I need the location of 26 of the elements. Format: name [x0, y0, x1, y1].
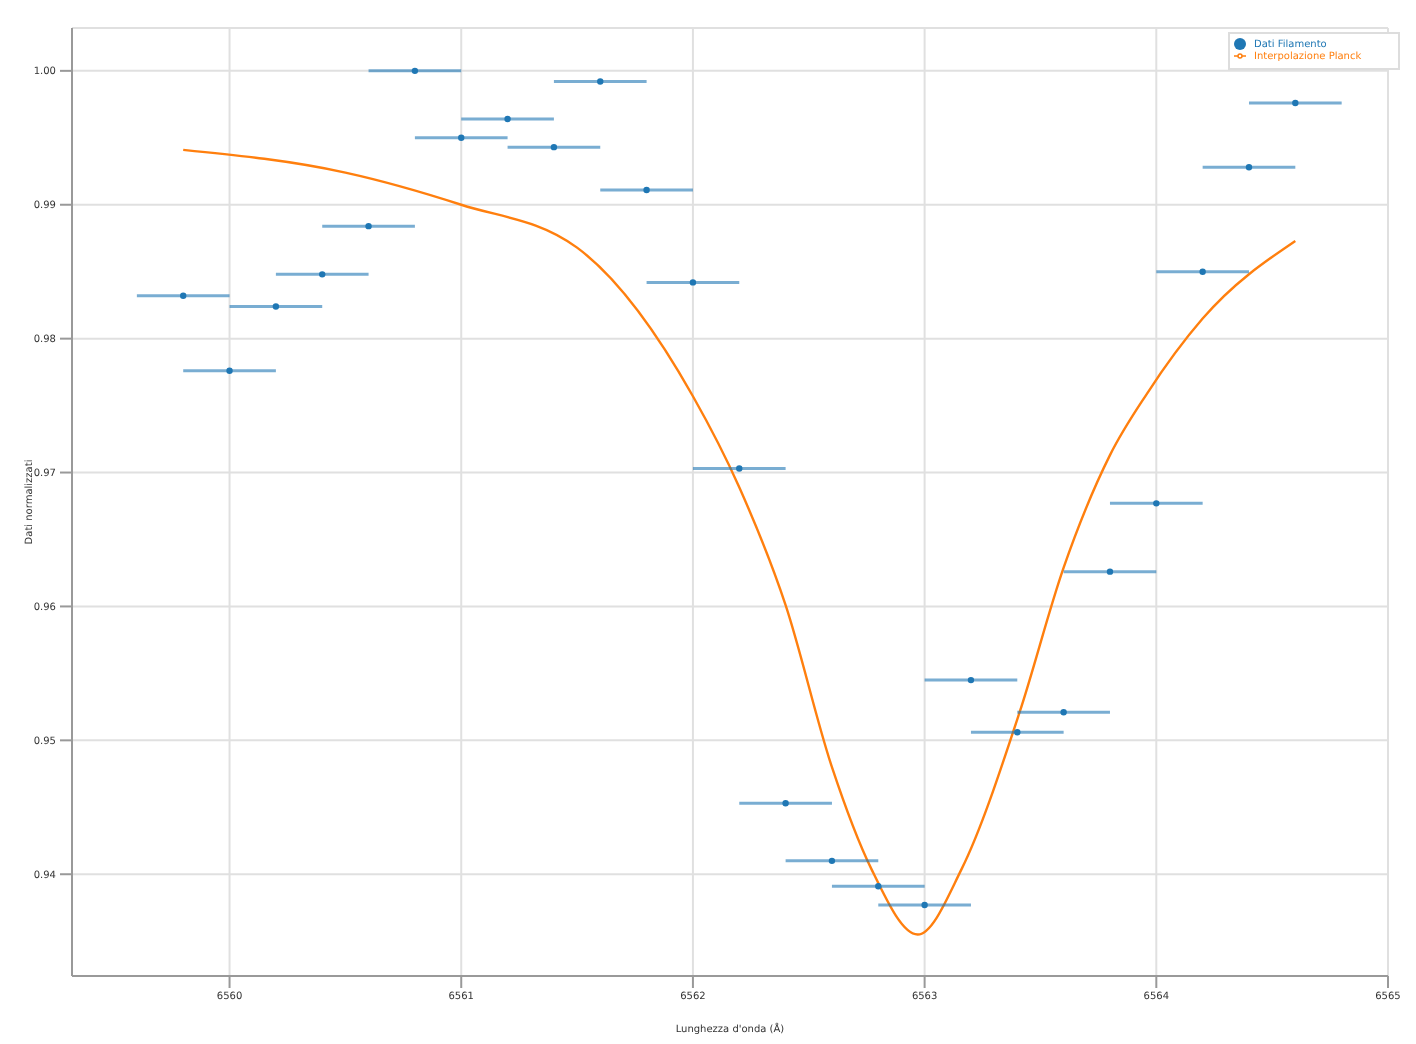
point [1292, 99, 1299, 107]
point [736, 465, 743, 472]
point [1106, 568, 1114, 575]
point [1199, 268, 1206, 275]
point [782, 800, 789, 807]
point [411, 67, 419, 75]
point [319, 271, 326, 278]
point [875, 883, 882, 890]
point [1153, 500, 1160, 507]
point [504, 115, 511, 123]
point [1245, 164, 1253, 171]
point [180, 292, 187, 299]
point [1014, 729, 1021, 736]
point [643, 186, 650, 194]
point [921, 901, 928, 909]
point [689, 279, 697, 286]
point [1060, 709, 1067, 716]
point [458, 134, 465, 141]
point [365, 222, 372, 230]
point [550, 143, 558, 151]
point [828, 857, 836, 865]
point [967, 676, 975, 684]
point [272, 303, 280, 310]
point [597, 78, 604, 85]
line-series [182, 148, 1297, 936]
point [226, 367, 233, 374]
